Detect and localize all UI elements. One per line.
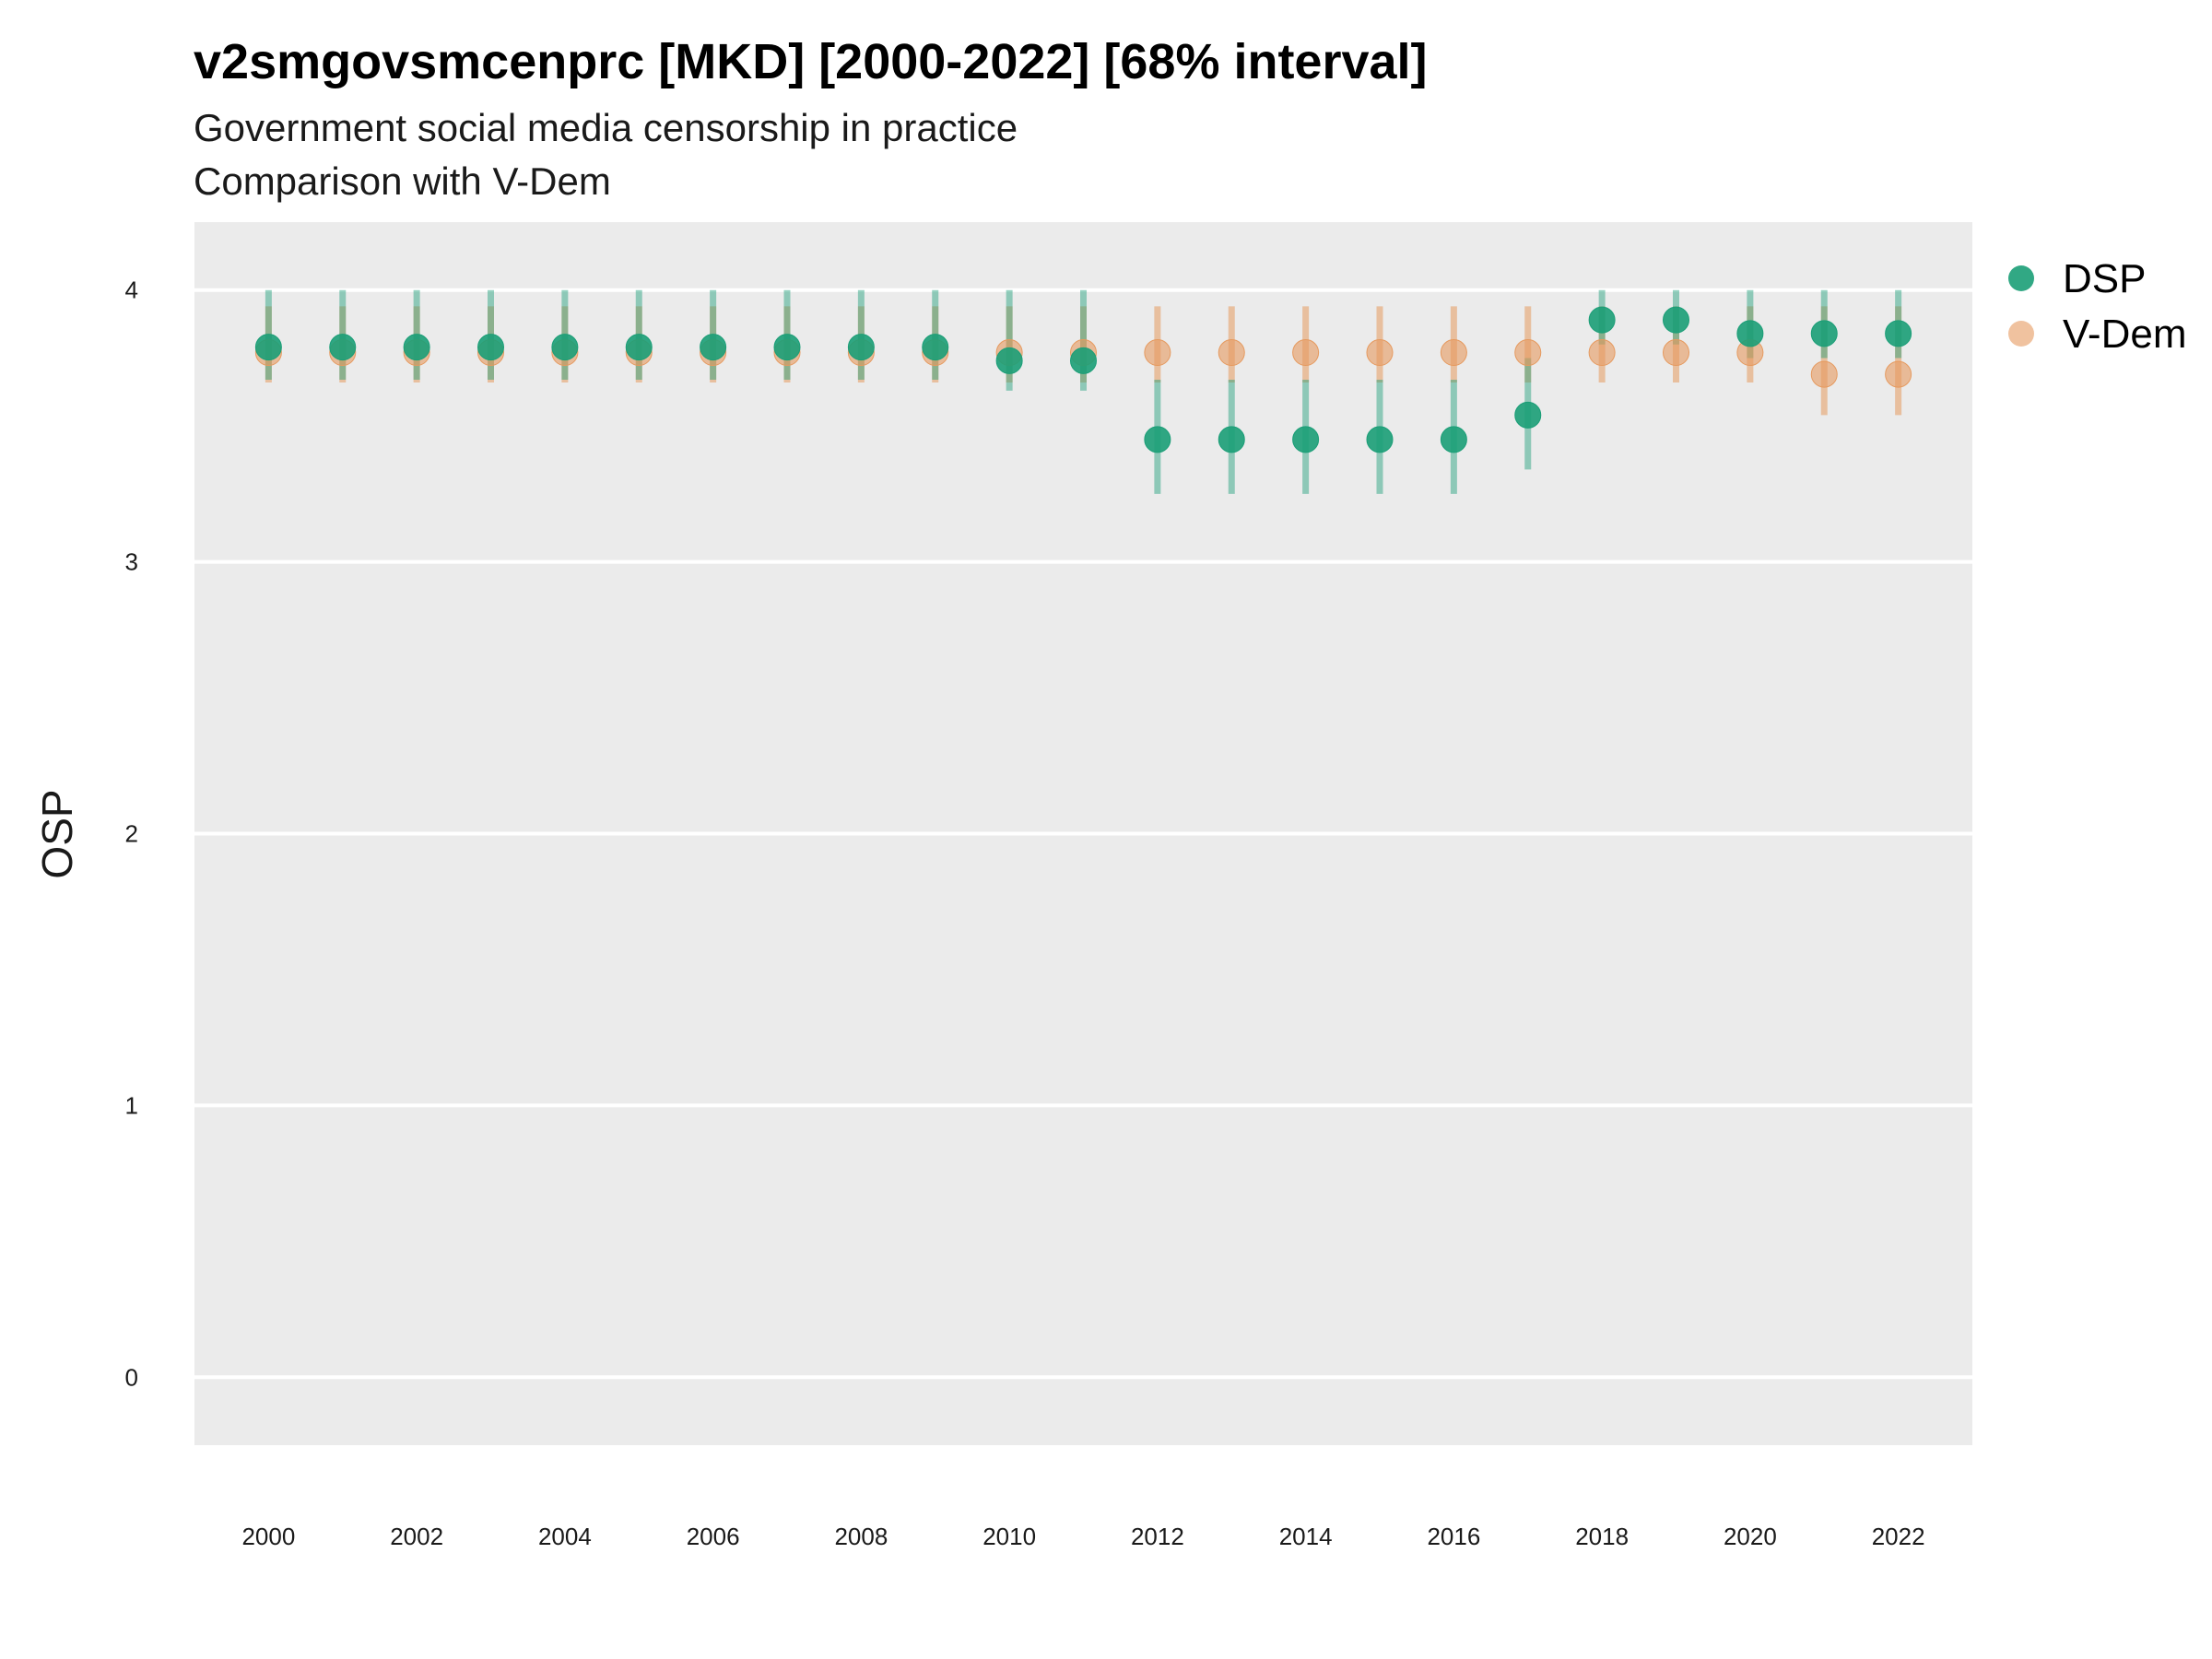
x-tick-label: 2020 <box>1724 1523 1777 1550</box>
grid-lines <box>194 288 1972 1380</box>
x-tick-label: 2004 <box>538 1523 592 1550</box>
x-tick-label: 2018 <box>1575 1523 1629 1550</box>
dsp-point-2000 <box>254 334 282 361</box>
dsp-point-2018 <box>1588 306 1616 334</box>
v-dem-point-2013 <box>1218 339 1245 367</box>
legend-swatch-v-dem <box>2008 321 2034 347</box>
chart-subtitle-comparison: Comparison with V-Dem <box>194 159 611 203</box>
dsp-point-2011 <box>1070 347 1097 374</box>
y-tick-label: 4 <box>125 276 138 304</box>
v-dem-point-2017 <box>1514 339 1542 367</box>
x-tick-label: 2010 <box>982 1523 1036 1550</box>
y-tick-label: 0 <box>125 1363 138 1391</box>
y-tick-label: 2 <box>125 820 138 848</box>
x-tick-label: 2014 <box>1279 1523 1333 1550</box>
v-dem-point-2022 <box>1885 360 1912 388</box>
dsp-point-2013 <box>1218 426 1245 453</box>
legend-swatch-dsp <box>2008 265 2034 291</box>
x-axis-ticks: 2000 2002 2004 2006 2008 2010 2012 2014 2016 2018… <box>241 1523 1924 1550</box>
v-dem-point-2016 <box>1440 339 1467 367</box>
legend-label-v-dem: V-Dem <box>2063 312 2186 357</box>
chart-subtitle: Government social media censorship in pr… <box>194 106 1018 149</box>
data-points <box>254 306 1912 453</box>
x-tick-label: 2012 <box>1131 1523 1184 1550</box>
v-dem-point-2014 <box>1292 339 1320 367</box>
x-tick-label: 2008 <box>834 1523 888 1550</box>
v-dem-point-2012 <box>1144 339 1171 367</box>
y-tick-label: 3 <box>125 548 138 576</box>
v-dem-point-2015 <box>1366 339 1394 367</box>
y-axis-ticks: 0 1 2 3 4 <box>125 276 138 1392</box>
dsp-point-2003 <box>477 334 504 361</box>
v-dem-point-2019 <box>1663 339 1689 367</box>
dsp-point-2016 <box>1440 426 1467 453</box>
dsp-point-2001 <box>329 334 357 361</box>
dsp-point-2021 <box>1810 320 1838 347</box>
v-dem-point-2021 <box>1810 360 1838 388</box>
dsp-point-2005 <box>625 334 653 361</box>
x-tick-label: 2006 <box>687 1523 740 1550</box>
dsp-point-2012 <box>1144 426 1171 453</box>
dsp-point-2007 <box>773 334 801 361</box>
x-tick-label: 2016 <box>1427 1523 1480 1550</box>
dsp-point-2022 <box>1885 320 1912 347</box>
dsp-point-2014 <box>1292 426 1320 453</box>
x-tick-label: 2000 <box>241 1523 295 1550</box>
x-tick-label: 2002 <box>390 1523 443 1550</box>
dsp-point-2017 <box>1514 401 1542 429</box>
dsp-point-2006 <box>700 334 727 361</box>
dsp-point-2020 <box>1736 320 1764 347</box>
dsp-point-2004 <box>551 334 579 361</box>
y-axis-label: OSP <box>33 789 81 878</box>
dsp-point-2019 <box>1663 306 1689 334</box>
x-tick-label: 2022 <box>1872 1523 1925 1550</box>
dsp-point-2015 <box>1366 426 1394 453</box>
dsp-point-2008 <box>847 334 875 361</box>
legend-label-dsp: DSP <box>2063 256 2146 301</box>
dsp-point-2010 <box>995 347 1023 374</box>
v-dem-point-2018 <box>1588 339 1616 367</box>
dsp-point-2009 <box>922 334 949 361</box>
chart-title: v2smgovsmcenprc [MKD] [2000-2022] [68% i… <box>194 34 1428 89</box>
legend: DSP V-Dem <box>2008 256 2186 357</box>
y-tick-label: 1 <box>125 1091 138 1119</box>
dsp-point-2002 <box>403 334 430 361</box>
